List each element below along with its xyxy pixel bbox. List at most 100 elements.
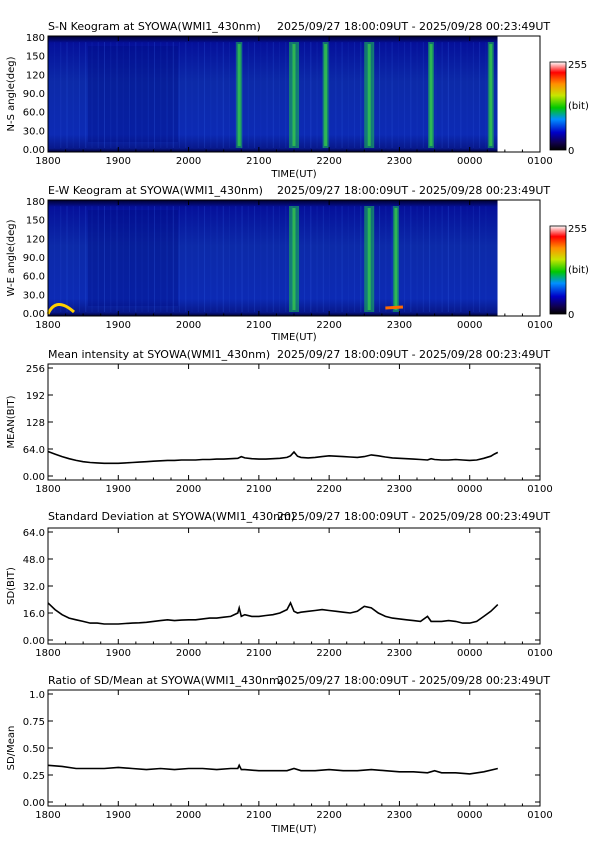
chart-1-streak — [104, 206, 106, 312]
chart-1-streak — [404, 206, 406, 312]
chart-0-streak — [441, 42, 443, 148]
chart-0-streak — [185, 42, 187, 148]
chart-1-aurora-band-core — [394, 208, 398, 310]
chart-0-streak — [247, 42, 249, 148]
chart-1-streak — [316, 206, 318, 312]
chart-1-streak — [422, 206, 424, 312]
chart-1-ytick-label: 120 — [26, 234, 45, 245]
chart-0-colorbar-unit: (bit) — [568, 101, 589, 112]
chart-0-streak — [72, 42, 74, 148]
chart-1-streak — [447, 206, 449, 312]
chart-3-ytick-label: 64.0 — [23, 528, 45, 539]
chart-1-streak — [154, 206, 156, 312]
chart-1-streak — [485, 206, 487, 312]
chart-3-xtick-label: 2200 — [316, 648, 341, 659]
chart-1-streak — [172, 206, 174, 312]
chart-0-streak — [266, 42, 268, 148]
chart-0-streak — [54, 42, 55, 148]
chart-1-ytick-label: 0.00 — [23, 309, 45, 320]
chart-0-streak — [116, 42, 118, 148]
chart-0-streak — [210, 42, 212, 148]
chart-0-ytick-label: 60.0 — [23, 108, 45, 119]
chart-1-streak — [210, 206, 212, 312]
chart-3-xtick-label: 0100 — [527, 648, 552, 659]
chart-1-streak — [54, 206, 55, 312]
chart-1-streak — [310, 206, 312, 312]
chart-0-streak — [397, 42, 399, 148]
chart-0-xtick-label: 0100 — [527, 156, 552, 167]
chart-1-xtick-label: 0100 — [527, 320, 552, 331]
sd-mean-ratio-panel: Ratio of SD/Mean at SYOWA(WMI1_430nm)202… — [6, 674, 553, 835]
chart-1-streak — [304, 206, 306, 312]
chart-0-title: S-N Keogram at SYOWA(WMI1_430nm) — [48, 20, 261, 33]
chart-0-ytick-label: 0.00 — [23, 145, 45, 156]
chart-0-streak — [416, 42, 418, 148]
chart-1-streak — [235, 206, 237, 312]
chart-3-ytick-label: 32.0 — [23, 582, 45, 593]
chart-0-streak — [129, 42, 131, 148]
chart-0-streak — [235, 42, 237, 148]
chart-2-ytick-label: 256 — [26, 364, 45, 375]
chart-4-ytick-label: 1.0 — [29, 690, 45, 701]
chart-1-streak — [335, 206, 337, 312]
chart-0-dark-region — [88, 46, 178, 142]
chart-0-streak — [197, 42, 199, 148]
chart-1-aurora-band-core — [367, 208, 371, 310]
chart-1-streak — [216, 206, 218, 312]
chart-1-xtick-label: 1800 — [35, 320, 60, 331]
chart-1-streak — [135, 206, 137, 312]
chart-0-streak — [404, 42, 406, 148]
chart-2-ytick-label: 0.00 — [23, 472, 45, 483]
chart-0-streak — [347, 42, 349, 148]
chart-1-streak — [385, 206, 387, 312]
chart-1-streak — [85, 206, 87, 312]
chart-1-streak — [266, 206, 268, 312]
chart-4-xtick-label: 2100 — [246, 810, 271, 821]
chart-1-xtick-label: 1900 — [106, 320, 131, 331]
chart-0-streak — [385, 42, 387, 148]
chart-0-streak — [316, 42, 318, 148]
chart-1-streak — [179, 206, 181, 312]
chart-0-streak — [260, 42, 262, 148]
std-deviation-panel: Standard Deviation at SYOWA(WMI1_430nm)2… — [6, 510, 553, 659]
chart-2-xtick-label: 0100 — [527, 484, 552, 495]
chart-1-horizon-glow — [46, 303, 75, 315]
chart-1-ytick-label: 90.0 — [23, 253, 45, 264]
chart-0-streak — [147, 42, 149, 148]
chart-0-time-range: 2025/09/27 18:00:09UT - 2025/09/28 00:23… — [277, 20, 550, 33]
chart-0-xtick-label: 1900 — [106, 156, 131, 167]
chart-0-streak — [460, 42, 462, 148]
chart-0-streak — [310, 42, 312, 148]
chart-0-xtick-label: 2200 — [316, 156, 341, 167]
chart-2-xtick-label: 2300 — [387, 484, 412, 495]
chart-1-streak — [254, 206, 256, 312]
chart-1-colorbar — [549, 225, 567, 315]
chart-1-ytick-label: 60.0 — [23, 272, 45, 283]
chart-1-streak — [110, 206, 112, 312]
chart-1-title: E-W Keogram at SYOWA(WMI1_430nm) — [48, 184, 263, 197]
chart-1-xtick-label: 2100 — [246, 320, 271, 331]
chart-1-streak — [416, 206, 418, 312]
chart-2-xtick-label: 1900 — [106, 484, 131, 495]
chart-1-streak — [360, 206, 362, 312]
chart-0-streak — [285, 42, 287, 148]
chart-1-colorbar-unit: (bit) — [568, 265, 589, 276]
ew-keogram-panel: E-W Keogram at SYOWA(WMI1_430nm) 2025/09/… — [6, 184, 589, 343]
chart-1-xlabel: TIME(UT) — [270, 332, 316, 343]
chart-0-streak — [141, 42, 143, 148]
chart-2-ytick-label: 128 — [26, 418, 45, 429]
chart-0-xtick-label: 0000 — [457, 156, 482, 167]
chart-0-streak — [466, 42, 468, 148]
chart-0-xlabel: TIME(UT) — [270, 169, 316, 180]
chart-0-streak — [472, 42, 474, 148]
chart-1-streak — [185, 206, 187, 312]
chart-1-time-range: 2025/09/27 18:00:09UT - 2025/09/28 00:23… — [277, 184, 550, 197]
chart-0-streak — [160, 42, 162, 148]
chart-0-image — [48, 36, 498, 152]
chart-0-streak — [229, 42, 231, 148]
chart-1-streak — [79, 206, 81, 312]
chart-0-streak — [104, 42, 106, 148]
chart-1-streak — [141, 206, 143, 312]
chart-1-streak — [441, 206, 443, 312]
chart-1-ytick-label: 150 — [26, 216, 45, 227]
